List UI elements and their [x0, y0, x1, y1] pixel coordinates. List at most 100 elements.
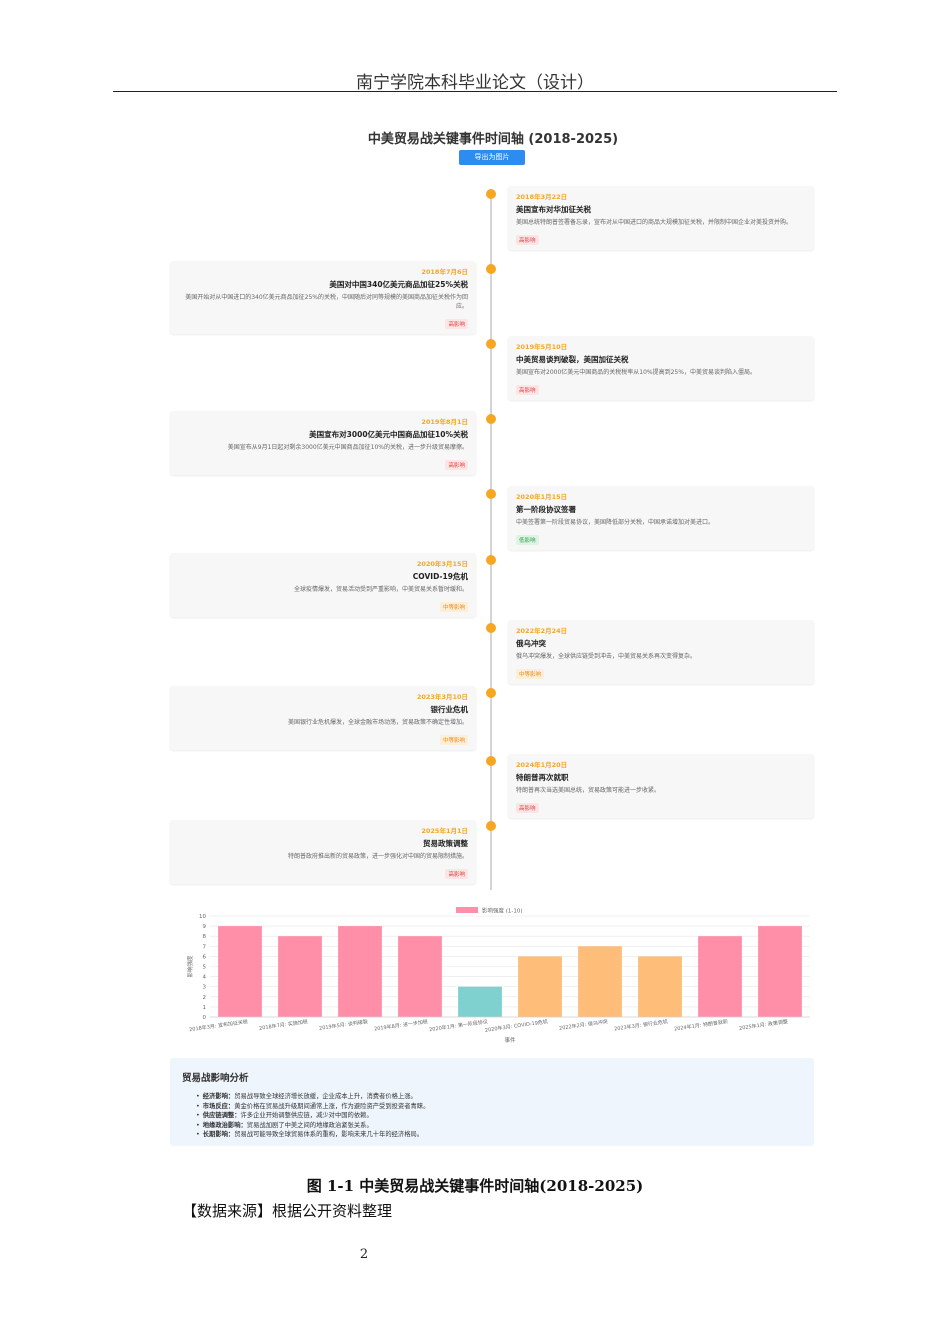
y-tick-label: 9 [203, 924, 207, 930]
event-description: 俄乌冲突爆发，全球供应链受到冲击，中美贸易关系再次变得复杂。 [516, 653, 697, 660]
event-title: 第一阶段协议签署 [516, 505, 576, 514]
impact-badge: 高影响 [516, 803, 539, 813]
x-tick-label: 2022年2月: 俄乌冲突 [559, 1018, 609, 1032]
impact-badge: 低影响 [516, 535, 539, 545]
timeline-dot [486, 821, 496, 831]
event-title: COVID-19危机 [412, 572, 468, 581]
y-tick-label: 2 [203, 995, 207, 1001]
event-title: 美国宣布对3000亿美元中国商品加征10%关税 [309, 430, 468, 439]
event-description: 美国总统特朗普签署备忘录，宣布对从中国进口的商品大规模加征关税，并限制中国企业对… [516, 219, 793, 226]
timeline-event-card: 2022年2月24日 俄乌冲突俄乌冲突爆发，全球供应链受到冲击，中美贸易关系再次变… [508, 620, 814, 684]
impact-badge: 中等影响 [516, 669, 545, 679]
x-tick-label: 2018年7月: 实施加税 [259, 1018, 309, 1032]
event-date: 2020年3月15日 [416, 560, 468, 568]
analysis-item-text: 黄金价格在贸易战升级期间通常上涨，作为避险资产受到投资者青睐。 [234, 1102, 430, 1110]
figure-caption: 图 1-1 中美贸易战关键事件时间轴(2018-2025) [306, 1177, 644, 1195]
analysis-item: 供应链调整：许多企业开始调整供应链，减少对中国的依赖。 [196, 1111, 802, 1121]
y-tick-label: 1 [203, 1005, 207, 1011]
y-tick-label: 10 [199, 914, 206, 920]
analysis-item: 经济影响：贸易战导致全球经济增长放缓，企业成本上升，消费者价格上涨。 [196, 1092, 802, 1102]
x-tick-label: 2019年5月: 谈判破裂 [319, 1018, 369, 1032]
figure-title: 中美贸易战关键事件时间轴 (2018-2025) [367, 132, 619, 147]
bar [278, 936, 322, 1017]
timeline-dot [486, 414, 496, 424]
impact-badge: 高影响 [516, 235, 539, 245]
event-description: 中美签署第一阶段贸易协议，美国降低部分关税，中国承诺增加对美进口。 [516, 519, 715, 526]
timeline-dot [486, 189, 496, 199]
analysis-item-label: 市场反应： [202, 1102, 235, 1110]
analysis-item: 长期影响：贸易战可能导致全球贸易体系的重构，影响未来几十年的经济格局。 [196, 1130, 802, 1140]
timeline-event-card: 2019年5月10日中美贸易谈判破裂，美国加征关税美国宣布对2000亿美元中国商… [508, 336, 814, 400]
y-tick-label: 4 [203, 975, 207, 981]
impact-badge: 高影响 [445, 319, 468, 329]
bar [218, 926, 262, 1017]
analysis-title: 贸易战影响分析 [182, 1073, 249, 1084]
timeline-dot [486, 623, 496, 633]
timeline-dot [486, 688, 496, 698]
x-tick-label: 2025年1月: 政策调整 [739, 1018, 789, 1032]
analysis-item: 地缘政治影响：贸易战加剧了中美之间的地缘政治紧张关系。 [196, 1121, 802, 1131]
event-description: 全球疫情爆发，贸易活动受到严重影响，中美贸易关系暂时缓和。 [293, 586, 468, 593]
event-description: 美国银行业危机爆发，全球金融市场动荡，贸易政策不确定性增加。 [287, 719, 468, 726]
event-description: 特朗普政府推出新的贸易政策，进一步强化对中国的贸易限制措施。 [287, 853, 468, 860]
timeline-event-card: 2024年1月20日 特朗普再次就职 特朗普再次当选美国总统，贸易政策可能进一步收紧… [508, 754, 814, 818]
bar [698, 936, 742, 1017]
legend-swatch [456, 907, 478, 913]
event-date: 2022年2月24日 [516, 627, 568, 635]
analysis-item-text: 贸易战可能导致全球贸易体系的重构，影响未来几十年的经济格局。 [234, 1131, 424, 1138]
analysis-item-text: 许多企业开始调整供应链，减少对中国的依赖。 [240, 1112, 373, 1119]
bar [518, 956, 562, 1017]
timeline-dot [486, 264, 496, 274]
bar [458, 986, 502, 1017]
page-number: 2 [359, 1247, 369, 1262]
bar [638, 956, 682, 1017]
event-date: 2019年5月10日 [516, 343, 568, 351]
impact-badge: 高影响 [516, 385, 539, 395]
export-image-button[interactable]: 导出为图片 [459, 150, 525, 165]
event-date: 2018年7月6日 [421, 268, 468, 276]
bar [338, 926, 382, 1017]
bar [758, 926, 802, 1017]
analysis-item-label: 供应链调整： [202, 1112, 241, 1119]
analysis-panel: 贸易战影响分析 经济影响：贸易战导致全球经济增长放缓，企业成本上升，消费者价格上… [170, 1058, 814, 1146]
y-tick-label: 5 [203, 965, 207, 971]
impact-badge: 高影响 [445, 460, 468, 470]
analysis-item: 市场反应：黄金价格在贸易战升级期间通常上涨，作为避险资产受到投资者青睐。 [196, 1102, 802, 1112]
timeline-dot [486, 489, 496, 499]
timeline-event-card: 2020年1月15日 第一阶段协议签署中美签署第一阶段贸易协议，美国降低部分关税，… [508, 486, 814, 550]
event-title: 银行业危机 [430, 705, 469, 714]
timeline-event-card: 2019年8月1日美国宣布对3000亿美元中国商品加征10%关税美国宣布从9月1… [170, 411, 476, 475]
timeline-dot [486, 756, 496, 766]
event-title: 美国对中国340亿美元商品加征25%关税 [329, 280, 468, 289]
event-title: 俄乌冲突 [516, 639, 546, 648]
impact-badge: 中等影响 [439, 735, 468, 745]
x-tick-label: 2018年3月: 宣布加征关税 [189, 1018, 249, 1033]
timeline-event-card: 2025年1月1日 贸易政策调整特朗普政府推出新的贸易政策，进一步强化对中国的贸易… [170, 820, 476, 884]
event-title: 贸易政策调整 [423, 839, 468, 848]
analysis-item-text: 贸易战导致全球经济增长放缓，企业成本上升，消费者价格上涨。 [234, 1093, 417, 1100]
timeline-dot [486, 555, 496, 565]
x-tick-label: 2020年3月: COVID-19危机 [484, 1018, 548, 1034]
timeline-dot [486, 339, 496, 349]
event-date: 2023年3月10日 [416, 693, 468, 701]
x-axis-label: 事件 [504, 1036, 516, 1044]
event-date: 2025年1月1日 [421, 827, 468, 835]
page-header-title: 南宁学院本科毕业论文（设计） [356, 73, 594, 93]
event-description: 美国宣布对2000亿美元中国商品的关税税率从10%提高到25%，中美贸易谈判陷入… [516, 369, 756, 376]
x-tick-label: 2019年8月: 进一步加税 [374, 1018, 429, 1032]
event-description: 美国宣布从9月1日起对剩余3000亿美元中国商品加征10%的关税，进一步升级贸易… [227, 444, 468, 451]
impact-badge: 高影响 [445, 869, 468, 879]
event-date: 2024年1月20日 [516, 761, 568, 769]
event-date: 2019年8月1日 [421, 418, 468, 426]
event-date: 2020年1月15日 [516, 493, 568, 501]
event-description: 美国开始对从中国进口的340亿美元商品加征25%的关税，中国随后对同等规模的美国… [185, 294, 468, 310]
event-title: 中美贸易谈判破裂，美国加征关税 [516, 355, 629, 364]
timeline-event-card: 2023年3月10日银行业危机美国银行业危机爆发，全球金融市场动荡，贸易政策不确… [170, 686, 476, 750]
y-tick-label: 3 [203, 985, 207, 991]
timeline-event-card: 2018年7月6日美国对中国340亿美元商品加征25%关税美国开始对从中国进口的… [170, 261, 476, 334]
event-title: 特朗普再次就职 [516, 773, 569, 782]
timeline-axis [490, 190, 492, 890]
y-tick-label: 8 [203, 934, 207, 940]
y-tick-label: 7 [203, 944, 207, 950]
analysis-item-label: 地缘政治影响： [202, 1121, 247, 1129]
